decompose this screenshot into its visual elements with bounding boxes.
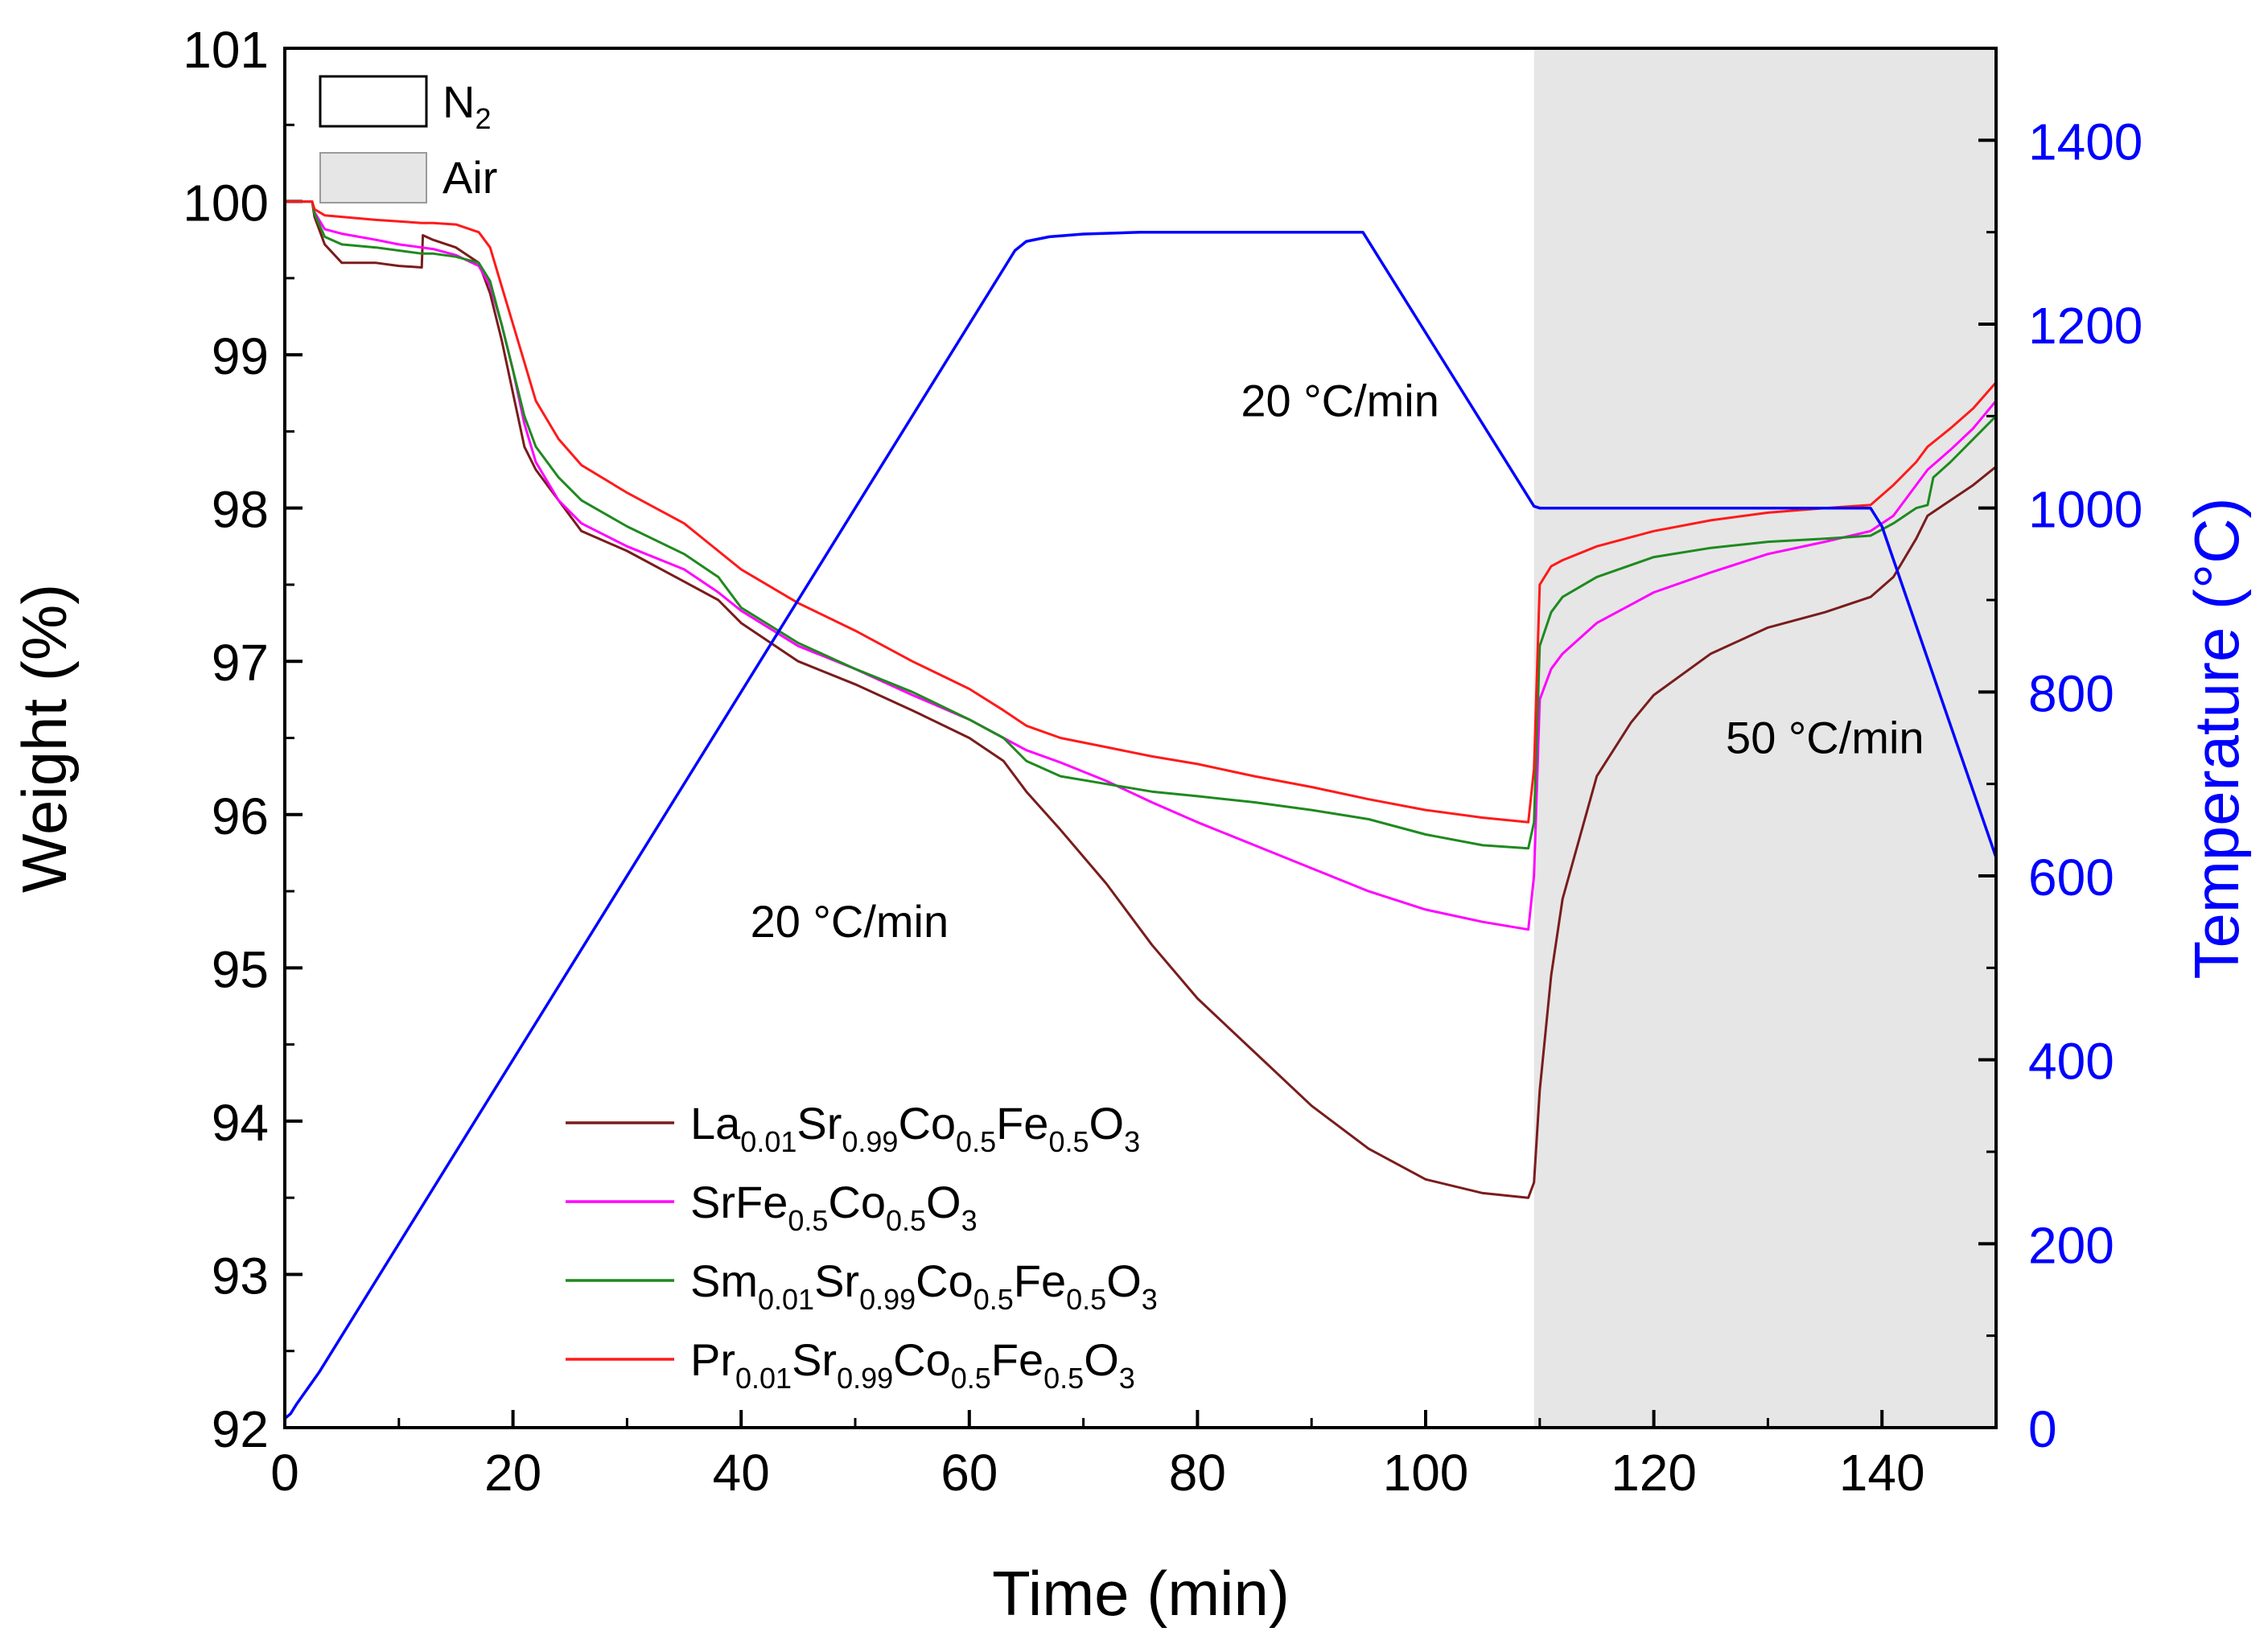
ytick-label: 99 xyxy=(212,327,269,385)
series-line-4 xyxy=(285,230,1996,1420)
legend-label-1: SrFe0.5Co0.5O3 xyxy=(690,1177,978,1237)
y2-axis-title: Temperature (°C) xyxy=(2181,497,2252,979)
series-line-0 xyxy=(285,200,1996,1199)
legend-label-0: La0.01Sr0.99Co0.5Fe0.5O3 xyxy=(690,1098,1140,1158)
y2tick-label: 1200 xyxy=(2028,297,2142,355)
ytick-label: 98 xyxy=(212,481,269,539)
y-tick-labels: 92 93 94 95 96 97 98 99 100 101 xyxy=(183,21,269,1458)
series-line-3 xyxy=(285,200,1996,824)
y-axis-title: Weight (%) xyxy=(9,584,80,893)
atm-legend-n2-swatch xyxy=(319,75,428,128)
xtick-label: 60 xyxy=(941,1444,998,1502)
y2tick-label: 800 xyxy=(2028,664,2114,722)
y2tick-label: 400 xyxy=(2028,1033,2114,1091)
rate-annotations: 20 °C/min 20 °C/min 50 °C/min xyxy=(751,375,1924,947)
y2tick-label: 600 xyxy=(2028,849,2114,906)
atm-legend-air-label: Air xyxy=(442,152,497,203)
y2tick-label: 0 xyxy=(2028,1400,2057,1458)
atm-legend-air-swatch xyxy=(319,152,427,203)
x-axis-title: Time (min) xyxy=(992,1558,1290,1629)
ytick-label: 101 xyxy=(183,21,269,79)
ytick-label: 93 xyxy=(212,1247,269,1305)
xtick-label: 80 xyxy=(1169,1444,1226,1502)
legend-label-3: Pr0.01Sr0.99Co0.5Fe0.5O3 xyxy=(690,1334,1135,1395)
rate-annotation-2: 50 °C/min xyxy=(1726,713,1924,763)
ytick-label: 96 xyxy=(212,787,269,845)
rate-annotation-0: 20 °C/min xyxy=(751,896,949,947)
series-line-2 xyxy=(285,200,1996,850)
xtick-label: 140 xyxy=(1839,1444,1925,1502)
ytick-label: 94 xyxy=(212,1094,269,1152)
y2tick-label: 200 xyxy=(2028,1216,2114,1274)
rate-annotation-1: 20 °C/min xyxy=(1241,375,1439,425)
y2-tick-labels: 0 200 400 600 800 1000 1200 1400 xyxy=(2028,113,2142,1458)
y2tick-label: 1400 xyxy=(2028,113,2142,171)
xtick-label: 20 xyxy=(484,1444,541,1502)
xtick-label: 40 xyxy=(713,1444,770,1502)
plot-frame xyxy=(283,47,1998,1429)
xtick-label: 0 xyxy=(270,1444,299,1502)
ytick-label: 95 xyxy=(212,940,269,998)
ytick-label: 97 xyxy=(212,634,269,692)
series-legend: La0.01Sr0.99Co0.5Fe0.5O3 SrFe0.5Co0.5O3 Sm… xyxy=(566,1098,1158,1395)
atmosphere-legend: N2 Air xyxy=(319,75,497,203)
legend-label-2: Sm0.01Sr0.99Co0.5Fe0.5O3 xyxy=(690,1256,1158,1316)
ytick-label: 92 xyxy=(212,1400,269,1458)
series-line-1 xyxy=(285,200,1996,931)
x-tick-labels: 0 20 40 60 80 100 120 140 xyxy=(270,1444,1924,1502)
atm-legend-n2-label: N2 xyxy=(442,76,491,135)
xtick-label: 120 xyxy=(1611,1444,1697,1502)
air-region xyxy=(1533,48,1996,1428)
ytick-label: 100 xyxy=(183,175,269,232)
xtick-label: 100 xyxy=(1383,1444,1469,1502)
series-lines xyxy=(285,200,1996,1420)
y2tick-label: 1000 xyxy=(2028,481,2142,539)
